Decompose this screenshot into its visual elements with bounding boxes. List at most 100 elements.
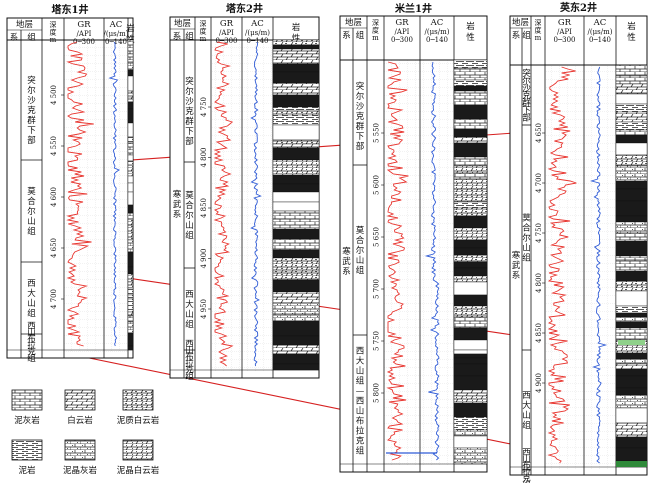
- svg-text:山: 山: [27, 298, 36, 309]
- svg-text:克: 克: [522, 474, 531, 483]
- header-group: 组: [356, 30, 365, 41]
- header-group: 组: [185, 31, 194, 42]
- header-gr: GR: [77, 20, 91, 30]
- depth-label: 4 800: [535, 273, 543, 293]
- svg-text:突: 突: [522, 68, 531, 79]
- header-system: 系: [10, 32, 19, 43]
- svg-text:莫: 莫: [185, 190, 194, 201]
- svg-text:组: 组: [522, 480, 531, 483]
- well-title: 塔东1井: [52, 3, 89, 16]
- svg-text:克: 克: [522, 91, 531, 101]
- svg-text:合: 合: [356, 235, 365, 246]
- svg-text:大: 大: [356, 356, 365, 367]
- depth-label: 4 700: [50, 289, 58, 309]
- svg-text:m: m: [200, 35, 207, 43]
- svg-text:岩: 岩: [627, 21, 636, 32]
- svg-text:拉: 拉: [27, 340, 36, 351]
- header-group: 组: [522, 30, 531, 41]
- svg-text:西: 西: [356, 397, 365, 407]
- svg-text:度: 度: [50, 28, 57, 37]
- header-gr-range: 0─300: [553, 36, 575, 44]
- svg-text:性: 性: [627, 32, 636, 43]
- svg-text:度: 度: [200, 27, 207, 36]
- svg-text:山: 山: [356, 255, 365, 266]
- svg-text:组: 组: [27, 226, 36, 237]
- header-ac-range: 0─140: [589, 36, 611, 44]
- header-gr: GR: [558, 18, 572, 28]
- header-gr: GR: [395, 18, 409, 28]
- svg-text:组: 组: [522, 253, 531, 264]
- legend-item-marl: 泥灰岩: [11, 389, 43, 426]
- well-title: 英东2井: [559, 1, 597, 14]
- svg-text:突: 突: [356, 81, 365, 92]
- depth-label: 4 500: [50, 85, 58, 105]
- svg-text:克: 克: [27, 106, 36, 116]
- svg-text:西: 西: [356, 347, 365, 357]
- svg-text:部: 部: [27, 135, 36, 146]
- depth-label: 4 850: [535, 323, 543, 343]
- svg-text:大: 大: [522, 400, 531, 411]
- svg-text:武: 武: [512, 260, 521, 271]
- svg-text:性: 性: [292, 33, 301, 44]
- gr-curve: [66, 41, 94, 347]
- svg-text:大: 大: [27, 288, 36, 299]
- svg-text:克: 克: [356, 437, 365, 447]
- ac-curve: [424, 61, 440, 461]
- svg-text:沙: 沙: [27, 96, 36, 106]
- svg-text:尔: 尔: [27, 85, 36, 96]
- svg-text:沙: 沙: [185, 97, 194, 107]
- svg-text:克: 克: [185, 366, 194, 376]
- svg-text:性: 性: [126, 34, 135, 45]
- legend-label: 泥岩: [18, 465, 36, 476]
- svg-text:大: 大: [185, 299, 194, 310]
- lithology-column: [127, 39, 134, 351]
- svg-text:m: m: [372, 34, 379, 42]
- header-depth: 深度m: [535, 18, 542, 42]
- svg-text:深: 深: [535, 18, 542, 27]
- header-lithology: 岩性: [627, 21, 636, 43]
- svg-text:山: 山: [27, 327, 36, 338]
- ac-curve: [590, 66, 608, 464]
- svg-text:m: m: [535, 34, 542, 42]
- header-gr-unit: /API: [557, 28, 572, 36]
- legend-swatch: [11, 439, 43, 461]
- header-ac-unit: /(μs/m): [245, 29, 270, 37]
- svg-text:下: 下: [27, 126, 36, 136]
- svg-text:莫: 莫: [522, 213, 531, 224]
- svg-text:群: 群: [522, 98, 531, 109]
- svg-text:西: 西: [27, 279, 36, 289]
- svg-text:岩: 岩: [126, 23, 135, 34]
- legend-swatch: [64, 439, 96, 461]
- svg-text:群: 群: [356, 121, 365, 132]
- depth-label: 4 850: [200, 198, 208, 218]
- legend-label: 泥质白云岩: [117, 415, 160, 426]
- header-gr-range: 0─300: [391, 36, 413, 44]
- svg-text:寒: 寒: [342, 246, 351, 257]
- depth-label: 5 600: [373, 175, 381, 195]
- svg-text:m: m: [50, 36, 57, 44]
- svg-text:组: 组: [522, 420, 531, 431]
- svg-text:组: 组: [185, 319, 194, 330]
- svg-text:布: 布: [27, 334, 36, 345]
- header-ac-unit: /(μs/m): [104, 30, 129, 38]
- svg-text:组: 组: [356, 376, 365, 387]
- svg-text:尔: 尔: [27, 206, 36, 217]
- svg-text:系: 系: [173, 209, 182, 220]
- svg-text:山: 山: [185, 220, 194, 231]
- svg-text:山: 山: [522, 243, 531, 254]
- svg-text:尔: 尔: [522, 75, 531, 86]
- svg-text:布: 布: [522, 460, 531, 471]
- svg-text:拉: 拉: [522, 467, 531, 478]
- depth-label: 4 700: [535, 173, 543, 193]
- svg-text:寒: 寒: [173, 189, 182, 200]
- svg-text:突: 突: [27, 75, 36, 86]
- svg-text:组: 组: [185, 230, 194, 241]
- header-ac-range: 0─140: [426, 36, 448, 44]
- depth-label: 4 800: [200, 147, 208, 167]
- header-group: 组: [27, 32, 36, 43]
